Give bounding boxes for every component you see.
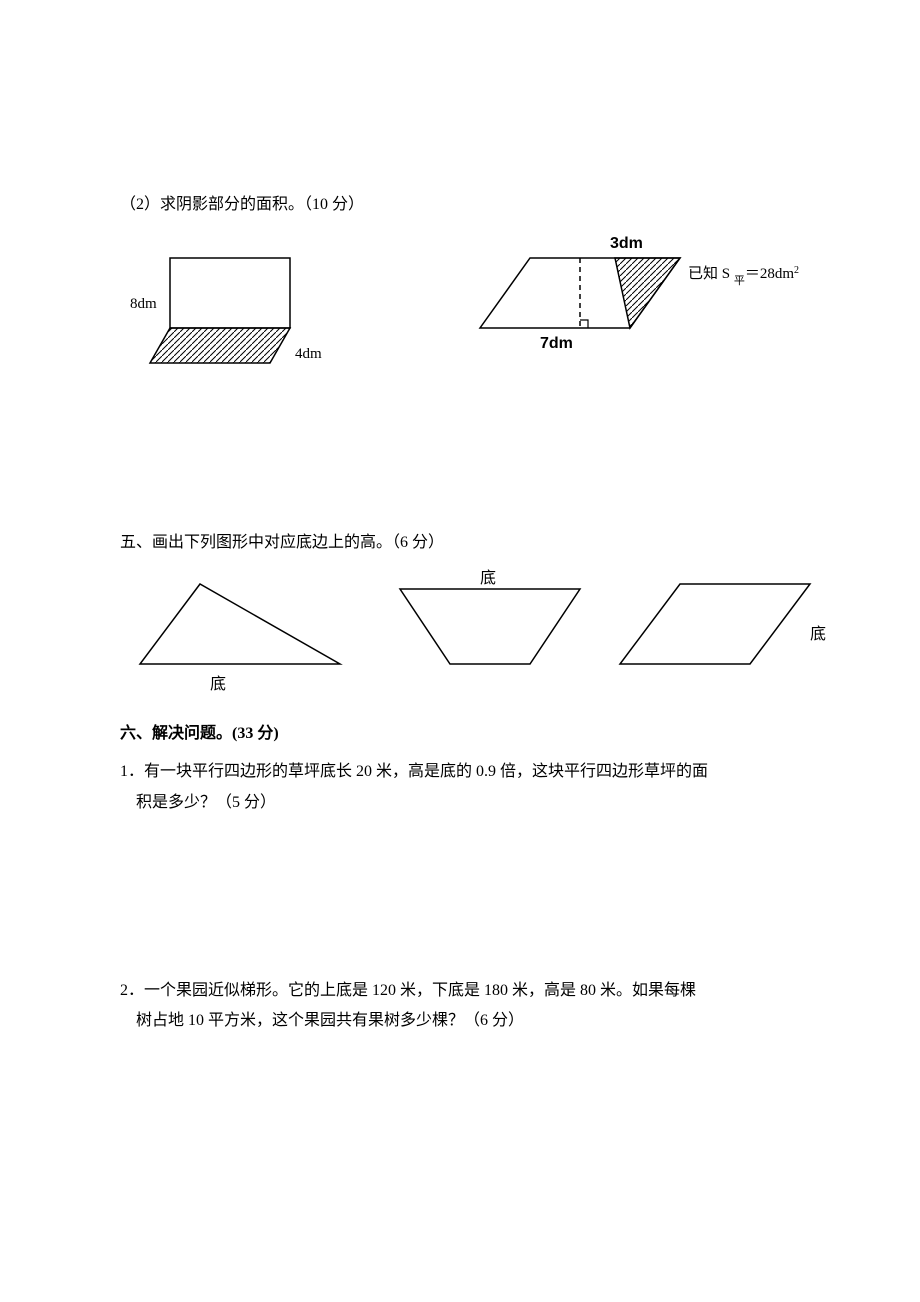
parallelogram-1: 底	[610, 569, 840, 694]
base-label-1: 底	[210, 675, 226, 693]
base-label-3: 底	[810, 625, 826, 643]
section5-figures: 底 底 底	[120, 569, 800, 699]
section6-title: 六、解决问题。(33 分)	[120, 719, 800, 749]
section5-title: 五、画出下列图形中对应底边上的高。（6 分）	[120, 528, 800, 558]
base-label-2: 底	[480, 569, 496, 587]
fig-left-svg: 8dm 4dm	[120, 248, 340, 388]
q2-text: 2．一个果园近似梯形。它的上底是 120 米，下底是 180 米，高是 80 米…	[120, 982, 696, 1029]
label-8dm: 8dm	[130, 296, 157, 312]
problem2-figures: 8dm 4dm 3dm	[120, 228, 800, 388]
trapezoid-1: 底	[390, 569, 590, 694]
q2: 2．一个果园近似梯形。它的上底是 120 米，下底是 180 米，高是 80 米…	[120, 976, 800, 1037]
label-4dm: 4dm	[295, 346, 322, 362]
q1-text: 1．有一块平行四边形的草坪底长 20 米，高是底的 0.9 倍，这块平行四边形草…	[120, 763, 708, 810]
fig-left-container: 8dm 4dm	[120, 248, 340, 393]
problem2-title: （2）求阴影部分的面积。（10 分）	[120, 190, 800, 220]
triangle-1: 底	[130, 569, 360, 704]
label-known: 已知 S 平＝28dm2	[688, 265, 799, 288]
label-3dm: 3dm	[610, 235, 643, 252]
fig-right-svg: 3dm 7dm 已知 S 平＝28dm2	[470, 228, 830, 368]
q1: 1．有一块平行四边形的草坪底长 20 米，高是底的 0.9 倍，这块平行四边形草…	[120, 757, 800, 818]
label-7dm: 7dm	[540, 335, 573, 352]
fig-right-container: 3dm 7dm 已知 S 平＝28dm2	[470, 228, 830, 373]
